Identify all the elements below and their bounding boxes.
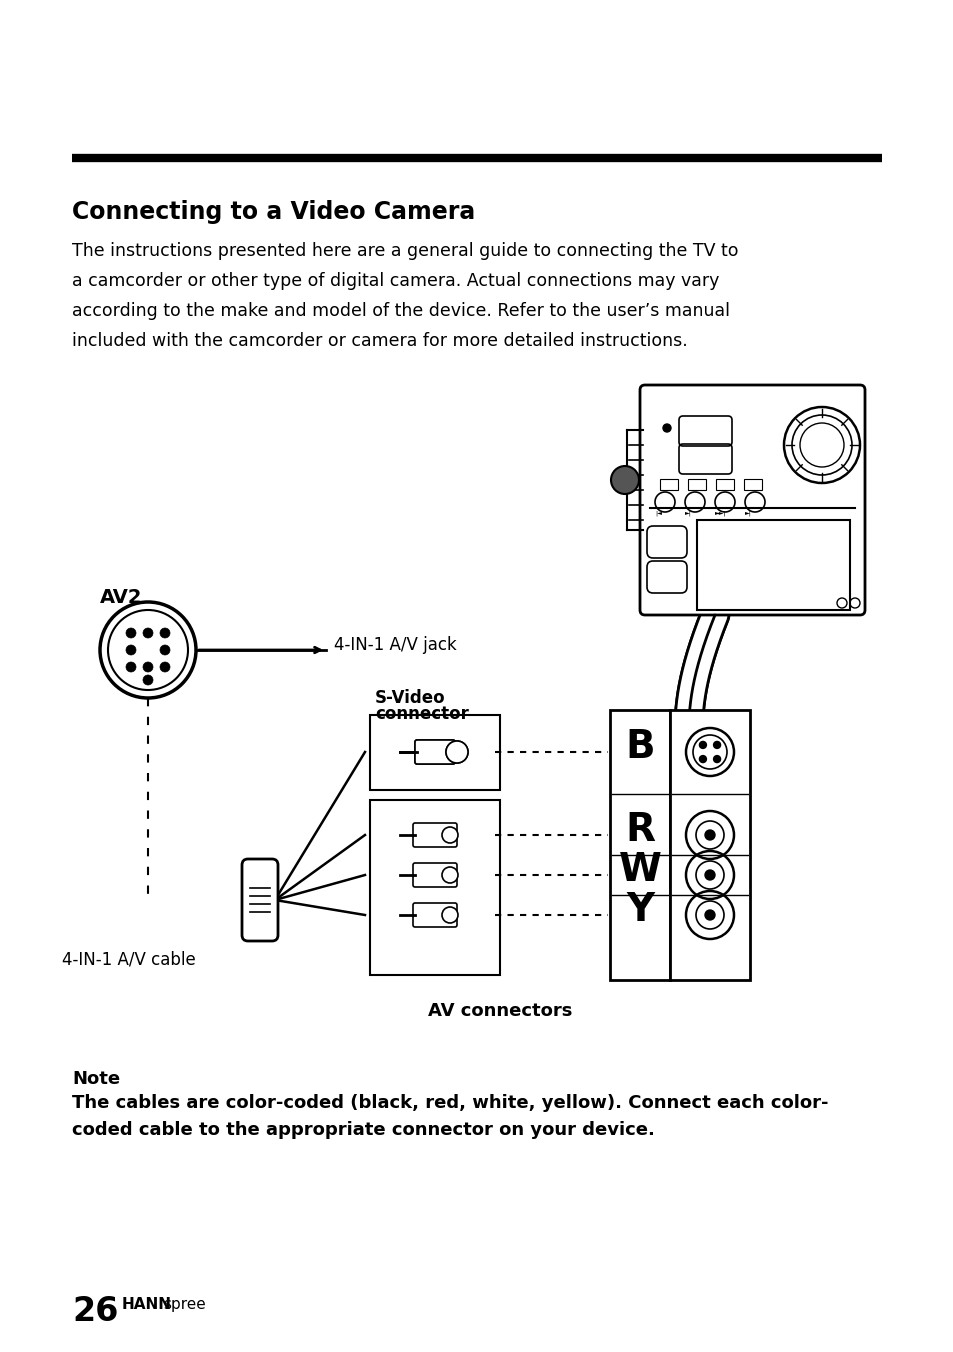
Text: The cables are color-coded (black, red, white, yellow). Connect each color-: The cables are color-coded (black, red, … bbox=[71, 1094, 827, 1111]
Circle shape bbox=[662, 425, 670, 433]
Circle shape bbox=[704, 910, 714, 919]
Text: HANN: HANN bbox=[122, 1297, 172, 1311]
Text: coded cable to the appropriate connector on your device.: coded cable to the appropriate connector… bbox=[71, 1121, 654, 1138]
Text: 4-IN-1 A/V jack: 4-IN-1 A/V jack bbox=[334, 635, 456, 654]
Circle shape bbox=[126, 645, 136, 654]
FancyBboxPatch shape bbox=[415, 740, 455, 764]
Bar bbox=[370, 715, 499, 790]
Text: Y: Y bbox=[625, 891, 654, 929]
Bar bbox=[697, 521, 849, 610]
FancyBboxPatch shape bbox=[413, 903, 456, 927]
Text: Connecting to a Video Camera: Connecting to a Video Camera bbox=[71, 200, 475, 224]
Text: W: W bbox=[618, 850, 660, 890]
Circle shape bbox=[446, 741, 468, 763]
Text: ►►|: ►►| bbox=[714, 510, 726, 515]
Text: spree: spree bbox=[163, 1297, 206, 1311]
Text: Note: Note bbox=[71, 1069, 120, 1088]
Bar bbox=[716, 479, 733, 489]
Text: B: B bbox=[624, 727, 654, 767]
Bar bbox=[669, 710, 749, 980]
Circle shape bbox=[713, 741, 720, 749]
Text: ►|: ►| bbox=[684, 510, 691, 515]
Text: R: R bbox=[624, 811, 655, 849]
Circle shape bbox=[126, 627, 136, 638]
Text: 26: 26 bbox=[71, 1295, 118, 1328]
Text: |◄: |◄ bbox=[655, 510, 661, 515]
Text: according to the make and model of the device. Refer to the user’s manual: according to the make and model of the d… bbox=[71, 301, 729, 320]
Circle shape bbox=[143, 675, 152, 685]
Circle shape bbox=[441, 907, 457, 923]
Text: AV connectors: AV connectors bbox=[427, 1002, 572, 1019]
Text: AV2: AV2 bbox=[100, 588, 142, 607]
Text: S-Video: S-Video bbox=[375, 690, 445, 707]
Circle shape bbox=[160, 627, 170, 638]
FancyBboxPatch shape bbox=[242, 859, 277, 941]
Circle shape bbox=[100, 602, 195, 698]
FancyBboxPatch shape bbox=[639, 385, 864, 615]
Text: a camcorder or other type of digital camera. Actual connections may vary: a camcorder or other type of digital cam… bbox=[71, 272, 719, 289]
FancyBboxPatch shape bbox=[413, 863, 456, 887]
Bar bbox=[370, 800, 499, 975]
Text: ►|: ►| bbox=[744, 510, 751, 515]
Circle shape bbox=[143, 627, 152, 638]
Circle shape bbox=[441, 827, 457, 844]
Circle shape bbox=[446, 741, 468, 763]
FancyBboxPatch shape bbox=[413, 823, 456, 846]
Circle shape bbox=[699, 741, 705, 749]
Text: included with the camcorder or camera for more detailed instructions.: included with the camcorder or camera fo… bbox=[71, 333, 687, 350]
Circle shape bbox=[610, 466, 639, 493]
Text: connector: connector bbox=[375, 704, 468, 723]
Text: The instructions presented here are a general guide to connecting the TV to: The instructions presented here are a ge… bbox=[71, 242, 738, 260]
Circle shape bbox=[160, 662, 170, 672]
Circle shape bbox=[713, 756, 720, 763]
Bar bbox=[609, 710, 669, 980]
Text: 4-IN-1 A/V cable: 4-IN-1 A/V cable bbox=[62, 950, 195, 968]
Circle shape bbox=[441, 867, 457, 883]
Circle shape bbox=[699, 756, 705, 763]
Bar bbox=[743, 479, 761, 489]
FancyBboxPatch shape bbox=[415, 740, 455, 764]
Circle shape bbox=[126, 662, 136, 672]
Circle shape bbox=[704, 830, 714, 840]
Circle shape bbox=[143, 662, 152, 672]
Bar bbox=[659, 479, 678, 489]
Circle shape bbox=[704, 869, 714, 880]
Bar bbox=[687, 479, 705, 489]
Circle shape bbox=[160, 645, 170, 654]
